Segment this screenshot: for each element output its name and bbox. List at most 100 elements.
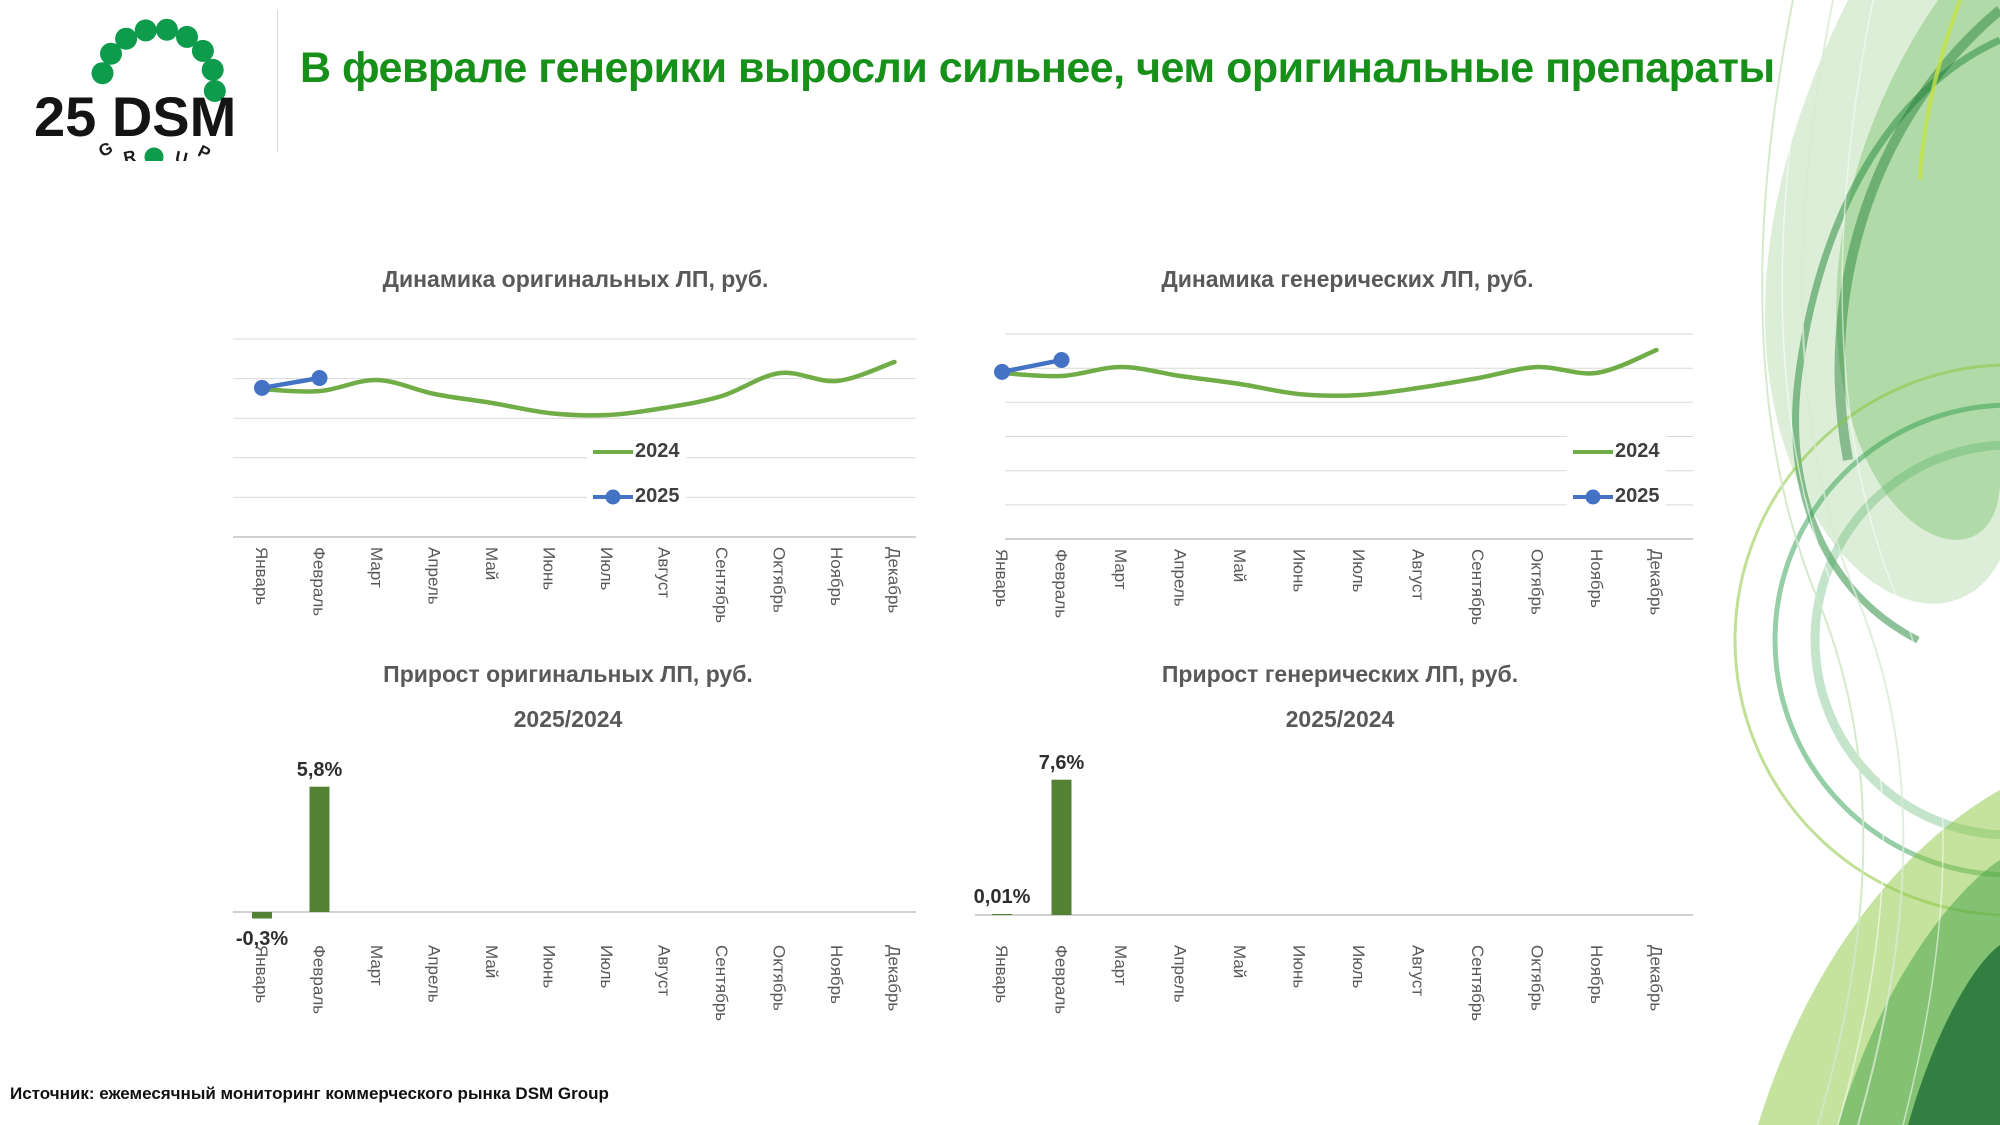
- month-label: Январь: [252, 945, 271, 1004]
- series-2025-line: [259, 375, 322, 391]
- month-label: Апрель: [1170, 549, 1190, 607]
- logo-graphic: 25 DSM G R U P: [34, 18, 236, 169]
- month-label: Май: [1230, 945, 1249, 979]
- bar-plot: [975, 779, 1693, 916]
- month-label: Апрель: [424, 945, 444, 1003]
- legend-key-2024: [1573, 449, 1613, 454]
- legend-key-2024: [593, 449, 633, 454]
- series-2024-line: [259, 359, 897, 418]
- month-label: Июнь: [539, 547, 559, 591]
- dsm-group-logo: 25 DSM G R U P: [18, 6, 273, 169]
- month-label: Март: [367, 547, 386, 588]
- chart-legend: 2024 2025: [587, 432, 686, 516]
- month-label: Декабрь: [1646, 549, 1666, 616]
- chart-title-line1: Прирост оригинальных ЛП, руб.: [383, 661, 753, 687]
- month-label: Март: [367, 945, 386, 986]
- legend-label: 2024: [635, 440, 680, 462]
- month-label: Февраль: [309, 945, 329, 1015]
- legend-key-2025: [593, 489, 633, 504]
- chart-title: Динамика генерических ЛП, руб.: [1161, 266, 1534, 292]
- month-label: Сентябрь: [712, 945, 731, 1022]
- month-label: Июнь: [1289, 945, 1309, 989]
- bar-Январь: [992, 914, 1012, 915]
- legend-key-2025: [1573, 489, 1613, 504]
- logo-dots-arc: [91, 18, 226, 102]
- month-label: Сентябрь: [712, 547, 731, 624]
- legend-item-2024: 2024: [1573, 440, 1660, 463]
- month-label: Август: [654, 945, 674, 997]
- logo-group-o-dot: [144, 147, 164, 167]
- month-label: Июнь: [539, 945, 559, 989]
- bar-value-label: 0,01%: [973, 886, 1031, 908]
- data-point-marker: [311, 370, 328, 386]
- month-label: Октябрь: [769, 547, 789, 613]
- bar-Февраль: [309, 786, 330, 912]
- month-label: Август: [654, 547, 674, 599]
- month-label: Ноябрь: [1587, 945, 1606, 1004]
- chart-legend: 2024 2025: [1567, 432, 1666, 516]
- legend-item-2025: 2025: [1573, 485, 1660, 508]
- logo-wordmark: 25 DSM: [34, 85, 236, 148]
- svg-text:U: U: [173, 147, 189, 161]
- month-label: Январь: [252, 547, 271, 606]
- month-label: Ноябрь: [827, 547, 846, 606]
- chart-title: Прирост оригинальных ЛП, руб. 2025/2024: [223, 652, 913, 742]
- bar-plot: [233, 786, 916, 919]
- month-label: Январь: [992, 549, 1011, 608]
- month-label: Июль: [597, 945, 616, 989]
- legend-label: 2025: [1615, 485, 1660, 507]
- chart-title-line1: Прирост генерических ЛП, руб.: [1161, 661, 1519, 687]
- month-label: Апрель: [424, 547, 444, 605]
- chart-subtitle: 2025/2024: [513, 706, 623, 732]
- month-label: Август: [1408, 549, 1428, 601]
- bar-Февраль: [1051, 779, 1072, 915]
- month-label: Октябрь: [1527, 549, 1547, 615]
- data-point-marker: [254, 379, 270, 396]
- line-plot: [233, 338, 916, 538]
- bar-value-label: 5,8%: [296, 758, 343, 781]
- month-label: Декабрь: [1646, 945, 1666, 1012]
- bar-value-label: -0,3%: [235, 928, 289, 951]
- month-label: Июль: [1349, 945, 1368, 989]
- decorative-swirl-graphic: [1733, 0, 2000, 1125]
- slide-title: В феврале генерики выросли сильнее, чем …: [300, 44, 1775, 92]
- month-label: Декабрь: [884, 547, 904, 614]
- bar-value-label: 7,6%: [1038, 751, 1085, 774]
- month-label: Октябрь: [769, 945, 789, 1011]
- month-label: Ноябрь: [827, 945, 846, 1004]
- chart-originals-growth: Прирост оригинальных ЛП, руб. 2025/2024 …: [183, 640, 928, 1110]
- month-label: Февраль: [309, 547, 329, 617]
- month-label: Июнь: [1289, 549, 1309, 593]
- month-label: Ноябрь: [1587, 549, 1606, 608]
- legend-item-2025: 2025: [593, 485, 680, 508]
- chart-generics-dynamics: Динамика генерических ЛП, руб. 2024 2025 …: [955, 208, 1700, 658]
- month-label: Март: [1111, 549, 1130, 590]
- month-label: Август: [1408, 945, 1428, 997]
- month-label: Май: [482, 547, 501, 581]
- month-label: Октябрь: [1527, 945, 1547, 1011]
- series-2024-line: [999, 347, 1659, 398]
- series-2025-line: [999, 357, 1064, 375]
- legend-label: 2024: [1615, 440, 1660, 462]
- month-label: Июль: [1349, 549, 1368, 593]
- header-divider: [277, 10, 278, 152]
- month-label: Май: [482, 945, 501, 979]
- month-label: Февраль: [1051, 549, 1071, 619]
- bar-Январь: [252, 912, 272, 919]
- source-note: Источник: ежемесячный мониторинг коммерч…: [10, 1084, 609, 1103]
- month-label: Май: [1230, 549, 1249, 583]
- chart-subtitle: 2025/2024: [1285, 706, 1395, 732]
- month-label: Февраль: [1051, 945, 1071, 1015]
- chart-title: Прирост генерических ЛП, руб. 2025/2024: [995, 652, 1685, 742]
- legend-item-2024: 2024: [593, 440, 680, 463]
- month-label: Сентябрь: [1468, 549, 1487, 626]
- data-point-marker: [994, 363, 1010, 380]
- data-point-marker: [1053, 352, 1070, 368]
- month-label: Декабрь: [884, 945, 904, 1012]
- month-label: Июль: [597, 547, 616, 591]
- month-label: Апрель: [1170, 945, 1190, 1003]
- month-label: Сентябрь: [1468, 945, 1487, 1022]
- month-label: Январь: [992, 945, 1011, 1004]
- month-label: Март: [1111, 945, 1130, 986]
